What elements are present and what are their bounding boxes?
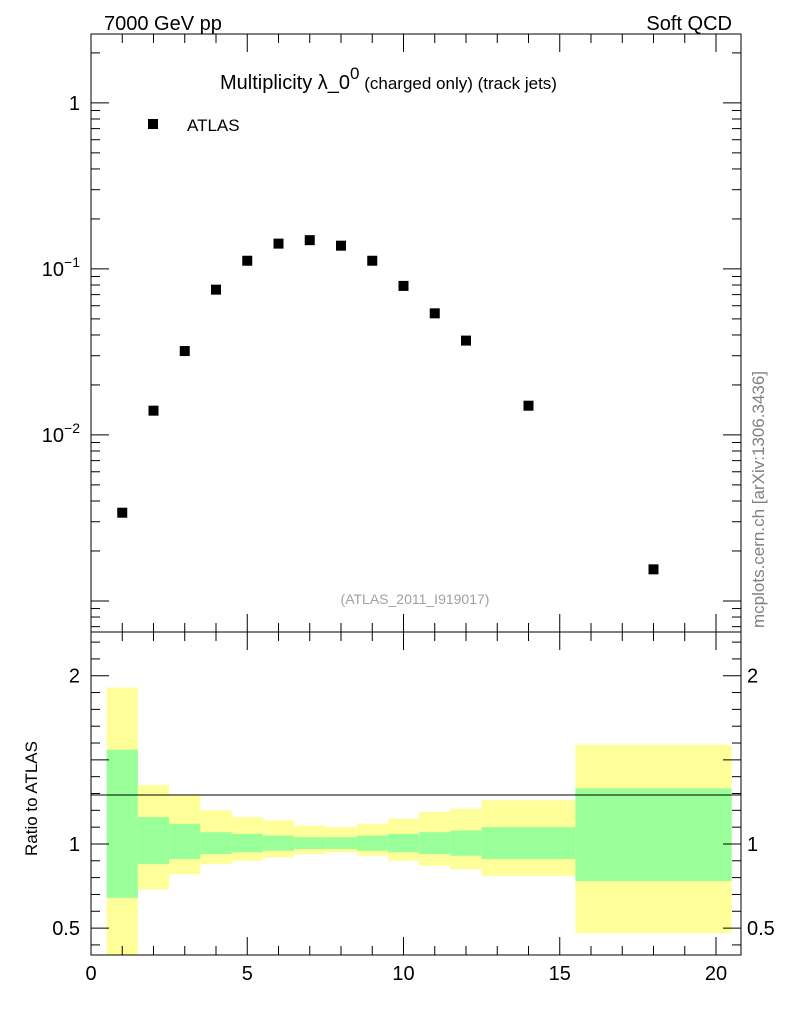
main-plot-y-tick-labels: 1 10−1 10−2 — [42, 93, 80, 447]
inner-uncertainty-band — [419, 832, 451, 855]
atlas-data-points — [117, 235, 659, 575]
ratio-plot-panel: 2 2 1 1 0.5 0.5 0 5 10 15 20 Ratio to ATLAS — [22, 631, 775, 985]
inner-uncertainty-band — [294, 837, 326, 850]
atlas-data-point — [429, 308, 440, 319]
mcplots-reference: mcplots.cern.ch [arXiv:1306.3436] — [749, 371, 768, 628]
atlas-data-point — [304, 235, 315, 246]
plot-title-subtitle: (charged only) (track jets) — [360, 74, 557, 93]
ratio-y-tick-label-left: 2 — [69, 666, 80, 688]
main-plot-ticks — [90, 34, 741, 632]
inner-uncertainty-band — [575, 788, 732, 881]
header-energy-label: 7000 GeV pp — [104, 13, 222, 35]
main-plot-panel: 1 10−1 10−2 Multiplicity λ_00 (charged onl… — [42, 33, 742, 633]
atlas-data-point — [648, 564, 659, 575]
atlas-data-point — [179, 346, 190, 357]
ratio-y-tick-label-right: 2 — [747, 666, 758, 688]
inner-uncertainty-band — [325, 837, 357, 850]
inner-uncertainty-band — [262, 835, 295, 851]
x-tick-label: 10 — [392, 963, 414, 985]
atlas-data-point — [398, 280, 409, 291]
inner-uncertainty-band — [387, 833, 420, 853]
atlas-data-point — [117, 507, 128, 518]
legend-marker — [148, 119, 158, 129]
ratio-y-axis-label: Ratio to ATLAS — [22, 741, 41, 856]
header-category-label: Soft QCD — [646, 13, 732, 35]
x-tick-labels: 0 5 10 15 20 — [85, 963, 727, 985]
ratio-y-tick-label-left: 0.5 — [52, 918, 80, 940]
plot-title: Multiplicity λ_00 (charged only) (track … — [220, 64, 557, 94]
atlas-data-point — [336, 240, 346, 251]
x-tick-label: 0 — [85, 963, 96, 985]
inner-uncertainty-band — [106, 749, 138, 898]
x-tick-label: 15 — [549, 963, 571, 985]
plot-title-main: Multiplicity λ_0 — [220, 72, 350, 94]
y-tick-label: 10−1 — [42, 254, 80, 281]
x-tick-label: 20 — [705, 963, 727, 985]
inner-uncertainty-band — [231, 833, 263, 853]
atlas-data-point — [148, 405, 159, 416]
atlas-data-point — [211, 284, 221, 295]
atlas-data-point — [461, 335, 471, 346]
inner-uncertainty-band — [450, 830, 482, 856]
ratio-y-tick-labels: 2 2 1 1 0.5 0.5 — [52, 666, 775, 940]
inner-uncertainty-band — [356, 835, 388, 851]
analysis-watermark: (ATLAS_2011_I919017) — [341, 591, 490, 607]
legend-label: ATLAS — [187, 116, 240, 135]
atlas-data-point — [242, 255, 253, 266]
atlas-data-point — [273, 238, 284, 249]
ratio-y-tick-label-left: 1 — [69, 834, 80, 856]
inner-uncertainty-band — [137, 817, 170, 865]
inner-uncertainty-band — [200, 832, 232, 855]
x-tick-label: 5 — [242, 963, 253, 985]
atlas-data-point — [523, 400, 534, 411]
ratio-plot-ticks — [90, 632, 741, 955]
ratio-y-tick-label-right: 1 — [747, 834, 758, 856]
y-tick-label: 10−2 — [42, 420, 80, 447]
ratio-uncertainty-bands — [106, 687, 732, 955]
inner-uncertainty-band — [481, 827, 576, 860]
ratio-y-tick-label-right: 0.5 — [747, 918, 775, 940]
atlas-data-point — [367, 255, 378, 266]
y-tick-label: 1 — [69, 93, 80, 115]
plot-title-superscript: 0 — [350, 64, 359, 83]
inner-uncertainty-band — [169, 823, 201, 860]
